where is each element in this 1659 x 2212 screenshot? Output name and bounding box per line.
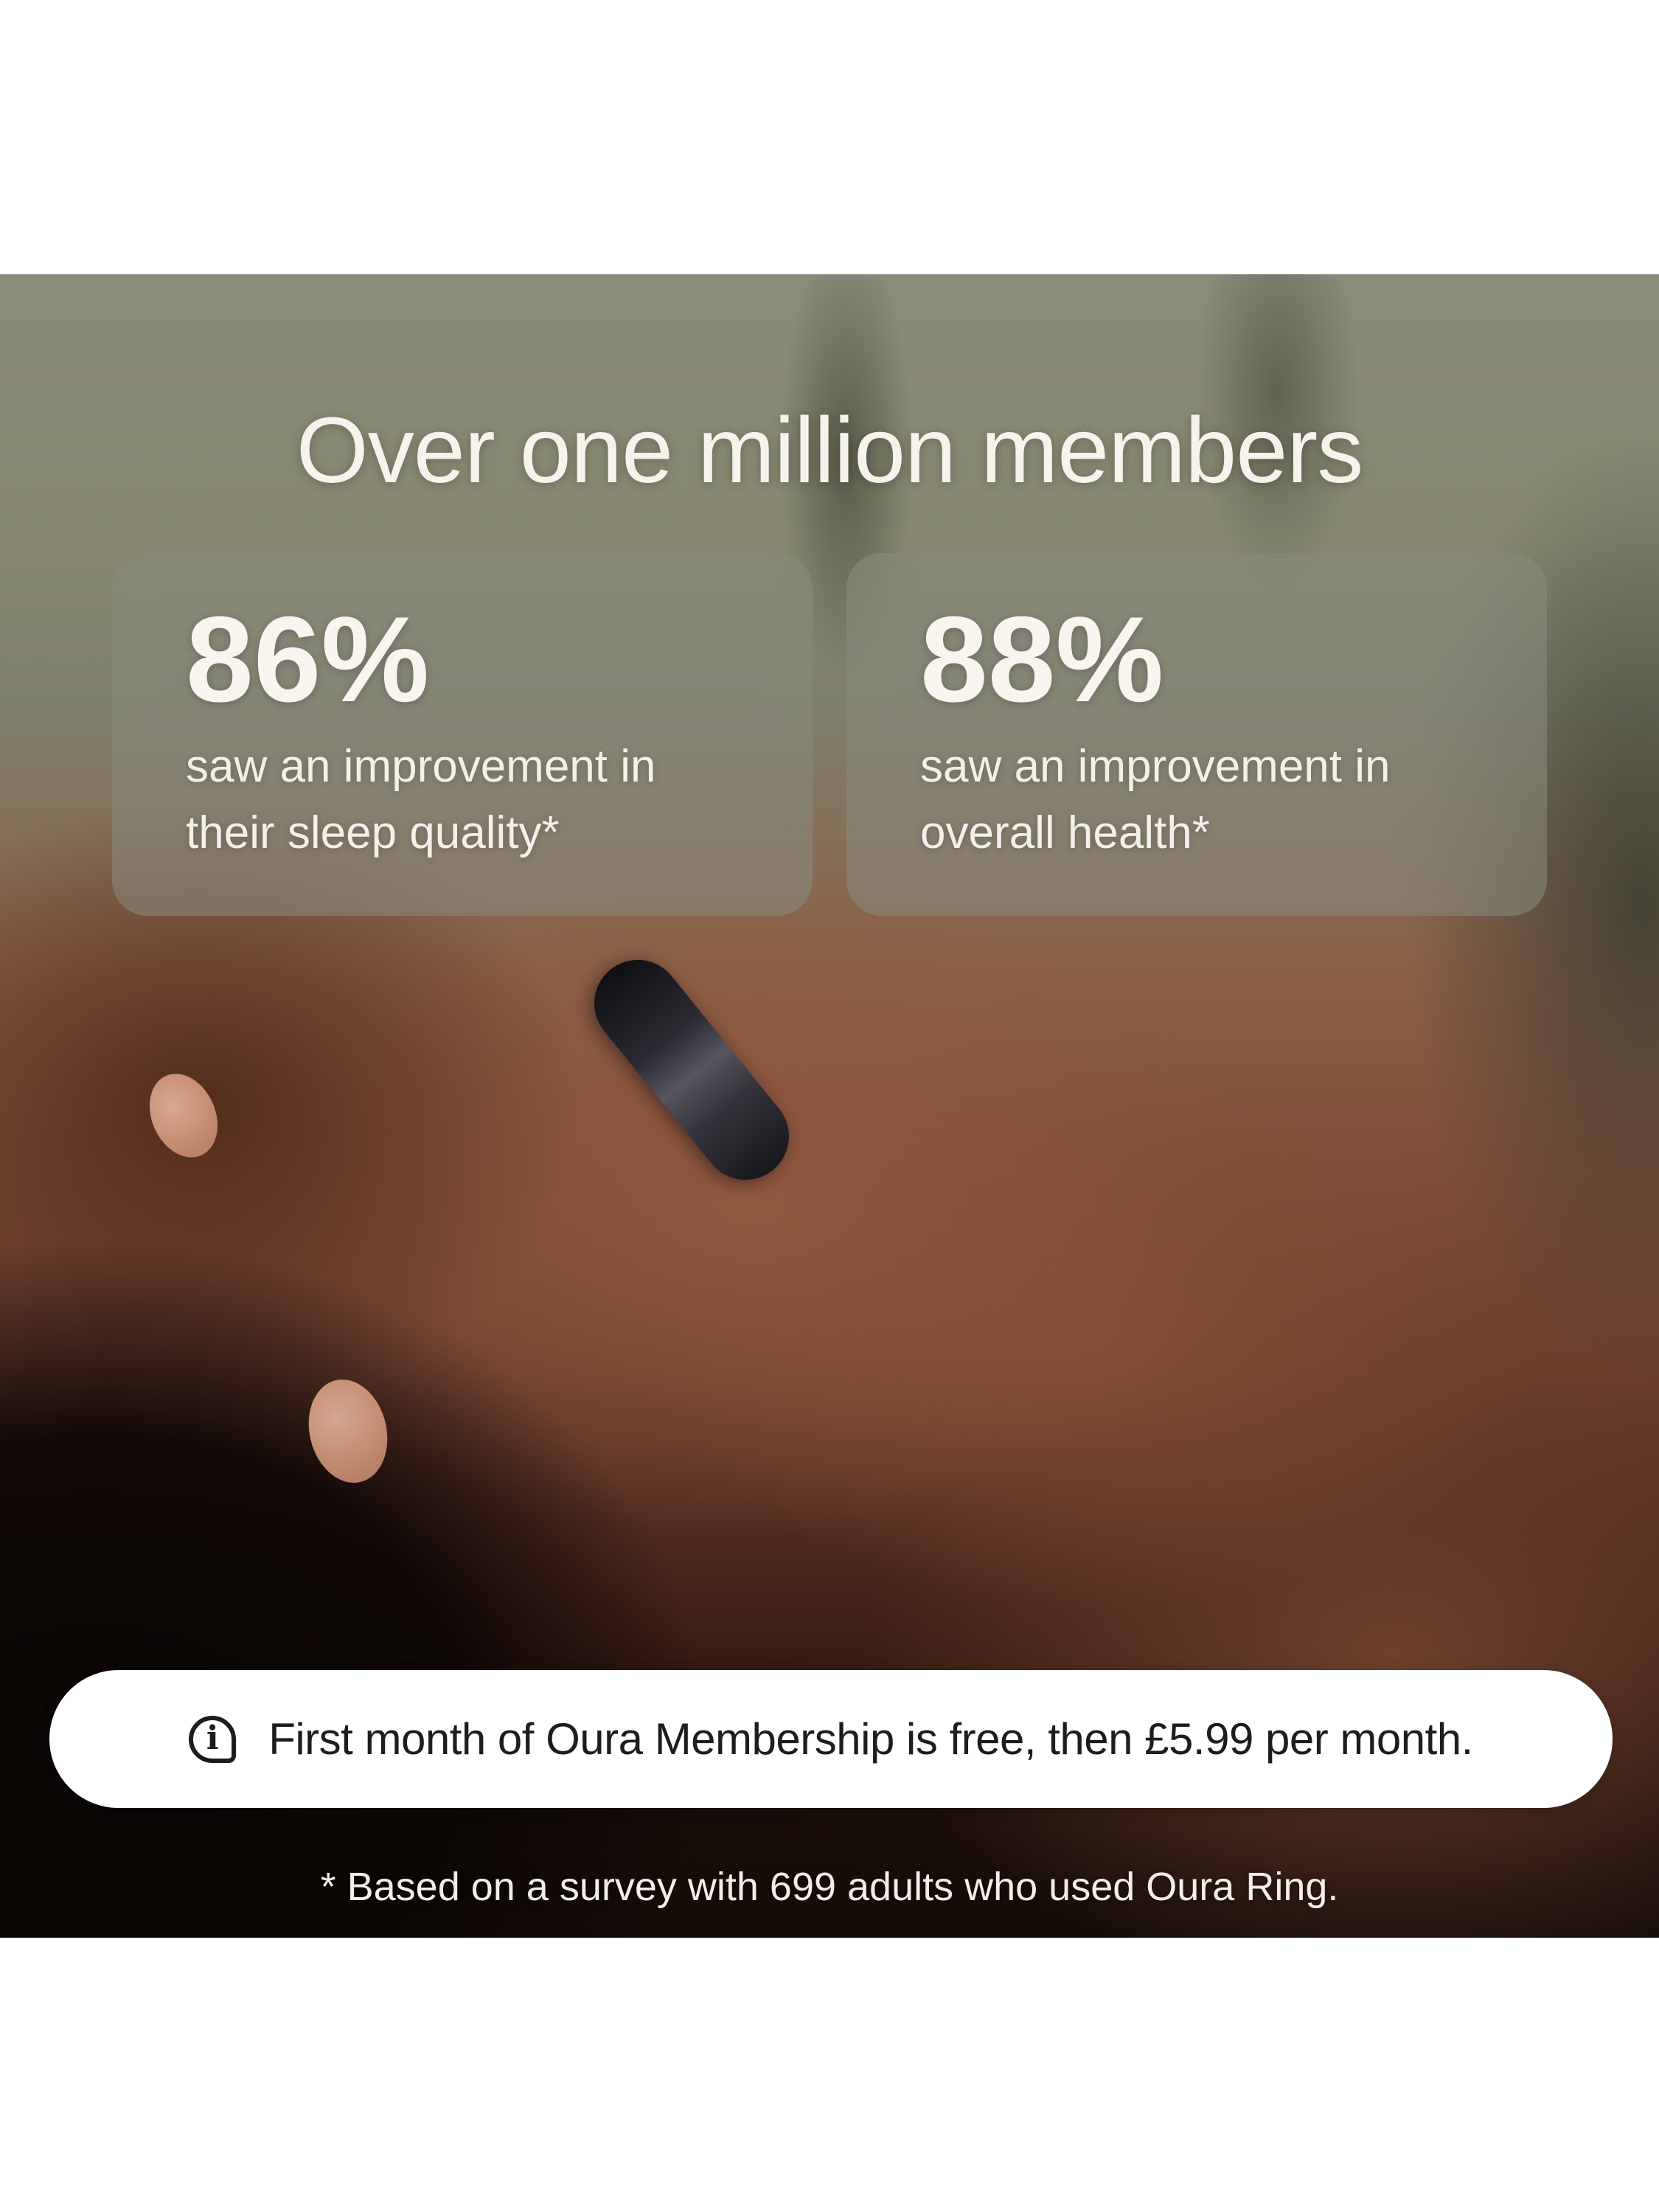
hero-photo	[0, 274, 1659, 1938]
stat-value: 86%	[186, 591, 430, 727]
footnote: * Based on a survey with 699 adults who …	[320, 1865, 1339, 1909]
stat-value: 88%	[920, 591, 1164, 727]
page-title: Over one million members	[296, 398, 1363, 502]
fingernail	[298, 1371, 398, 1492]
stat-card-sleep: 86% saw an improvement in their sleep qu…	[112, 553, 813, 916]
info-icon: i	[189, 1715, 237, 1763]
stat-description: saw an improvement in their sleep qualit…	[186, 741, 656, 858]
membership-banner: i First month of Oura Membership is free…	[49, 1670, 1613, 1808]
membership-banner-text: First month of Oura Membership is free, …	[268, 1714, 1473, 1764]
fingernail	[136, 1062, 231, 1169]
stat-card-health: 88% saw an improvement in overall health…	[846, 553, 1547, 916]
stat-description: saw an improvement in overall health*	[920, 741, 1391, 858]
info-icon-letter: i	[206, 1719, 219, 1757]
oura-ring	[577, 942, 807, 1198]
